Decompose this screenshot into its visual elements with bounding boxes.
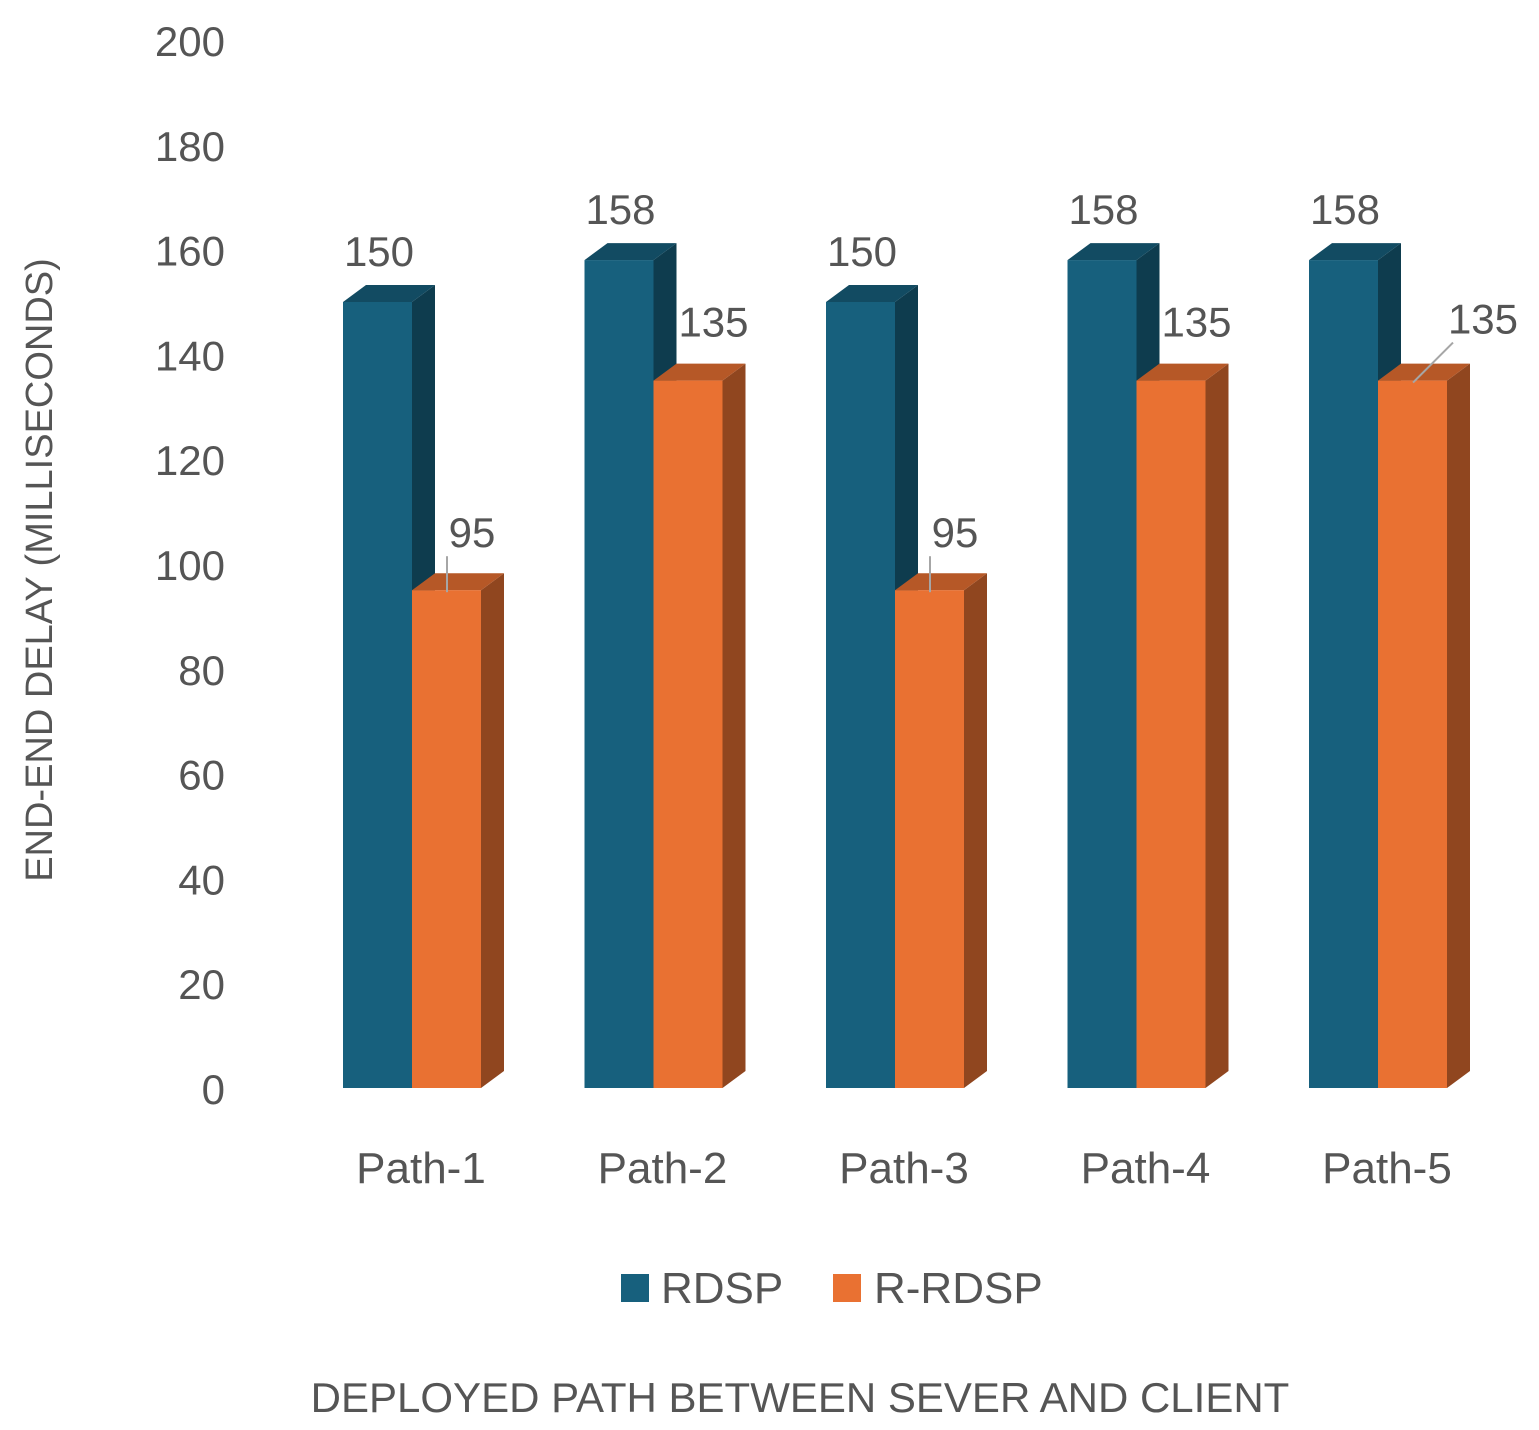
bar-front-face xyxy=(1067,260,1137,1089)
leader-line xyxy=(1412,341,1454,384)
data-label: 95 xyxy=(932,509,979,556)
bar-side-face xyxy=(722,363,746,1089)
legend-label-r-rdsp: R-RDSP xyxy=(874,1264,1043,1313)
bar-front-face xyxy=(343,302,412,1088)
bar-top-face xyxy=(1136,363,1229,381)
bar-front-face xyxy=(653,380,723,1089)
bar-side-face xyxy=(1447,363,1470,1089)
x-tick-label: Path-2 xyxy=(598,1144,728,1193)
y-tick-label: 100 xyxy=(155,542,225,589)
y-tick-label: 60 xyxy=(178,752,225,799)
bars xyxy=(343,243,1470,1089)
data-label: 135 xyxy=(1448,296,1518,343)
y-tick-label: 120 xyxy=(155,437,225,484)
data-label: 95 xyxy=(449,509,496,556)
x-axis-ticks: Path-1 Path-2 Path-3 Path-4 Path-5 xyxy=(356,1144,1452,1193)
y-tick-label: 80 xyxy=(178,647,225,694)
bar-front-face xyxy=(826,302,895,1088)
data-label: 150 xyxy=(344,228,414,275)
bar-top-face xyxy=(1309,243,1401,261)
y-tick-label: 160 xyxy=(155,228,225,275)
bar-top-face xyxy=(412,573,504,591)
bar-front-face xyxy=(1378,380,1447,1089)
x-axis-title: DEPLOYED PATH BETWEEN SEVER AND CLIENT xyxy=(311,1374,1290,1421)
y-tick-label: 140 xyxy=(155,332,225,379)
x-tick-label: Path-4 xyxy=(1081,1144,1211,1193)
x-tick-label: Path-1 xyxy=(356,1144,486,1193)
bar-top-face xyxy=(1067,243,1160,261)
data-label: 158 xyxy=(585,186,655,233)
x-tick-label: Path-5 xyxy=(1322,1144,1452,1193)
y-tick-label: 200 xyxy=(155,18,225,65)
data-label: 135 xyxy=(1161,299,1231,346)
data-label: 150 xyxy=(827,228,897,275)
y-tick-label: 0 xyxy=(202,1066,225,1113)
bar-top-face xyxy=(653,363,746,381)
data-label: 135 xyxy=(678,299,748,346)
y-tick-label: 40 xyxy=(178,856,225,903)
legend-swatch-rdsp xyxy=(621,1274,649,1302)
y-axis-title: END-END DELAY (MILLISECONDS) xyxy=(19,258,61,882)
bar-front-face xyxy=(1136,380,1206,1089)
bar-top-face xyxy=(584,243,677,261)
bar-r-rdsp-path-2 xyxy=(653,363,746,1089)
y-axis-ticks: 0 20 40 60 80 100 120 140 160 180 200 xyxy=(155,18,225,1113)
bar-r-rdsp-path-1 xyxy=(412,573,504,1088)
data-label: 158 xyxy=(1068,186,1138,233)
bar-top-face xyxy=(826,285,918,302)
bar-r-rdsp-path-5 xyxy=(1378,363,1470,1089)
data-label: 158 xyxy=(1310,186,1380,233)
legend: RDSP R-RDSP xyxy=(621,1264,1043,1313)
bar-r-rdsp-path-3 xyxy=(895,573,987,1088)
x-tick-label: Path-3 xyxy=(839,1144,969,1193)
y-tick-label: 180 xyxy=(155,123,225,170)
bar-front-face xyxy=(412,590,481,1088)
bar-top-face xyxy=(895,573,987,591)
bar-front-face xyxy=(895,590,964,1088)
bar-front-face xyxy=(584,260,654,1089)
bar-top-face xyxy=(343,285,435,302)
bar-side-face xyxy=(964,573,987,1088)
bar-front-face xyxy=(1309,260,1378,1089)
data-labels: 150 95 158 135 150 95 158 135 158 135 xyxy=(344,186,1518,593)
bar-side-face xyxy=(1205,363,1229,1089)
bar-r-rdsp-path-4 xyxy=(1136,363,1229,1089)
bar-side-face xyxy=(481,573,504,1088)
legend-label-rdsp: RDSP xyxy=(661,1264,783,1313)
y-tick-label: 20 xyxy=(178,961,225,1008)
legend-swatch-r-rdsp xyxy=(833,1274,861,1302)
